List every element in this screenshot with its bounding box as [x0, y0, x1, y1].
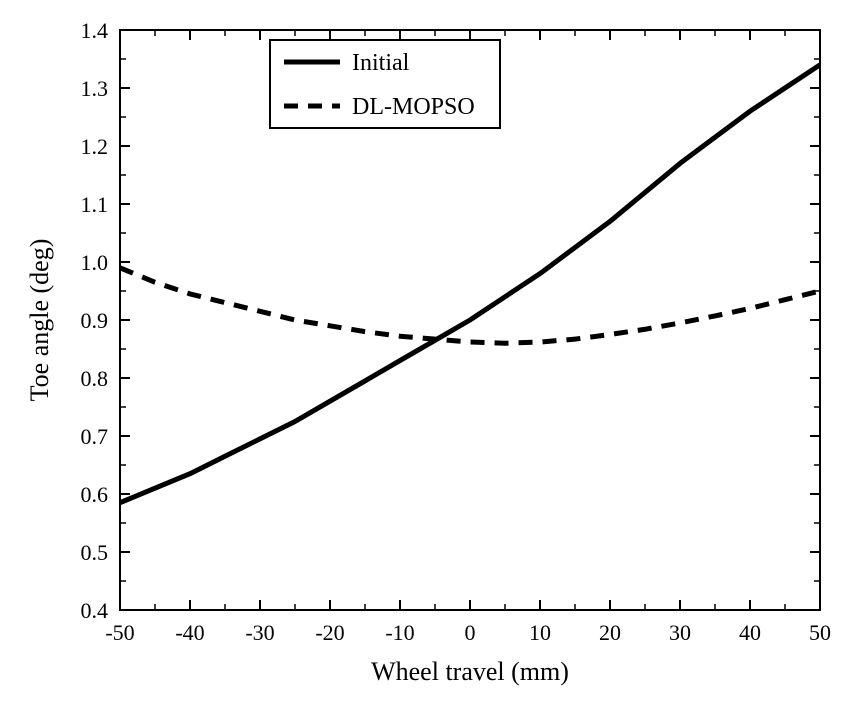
x-tick-label: 50 — [809, 620, 831, 645]
x-tick-label: 20 — [599, 620, 621, 645]
y-tick-label: 0.4 — [81, 598, 109, 623]
x-tick-label: -30 — [245, 620, 274, 645]
chart-svg: -50 -40 -30 -20 -10 0 10 20 30 40 50 Wheel travel (… — [0, 0, 864, 722]
chart-container: -50 -40 -30 -20 -10 0 10 20 30 40 50 Wheel travel (… — [0, 0, 864, 722]
y-tick-label: 0.7 — [81, 424, 109, 449]
x-tick-label: 30 — [669, 620, 691, 645]
y-axis-label: Toe angle (deg) — [25, 239, 54, 402]
x-axis-label: Wheel travel (mm) — [371, 657, 569, 686]
y-tick-label: 1.3 — [81, 76, 109, 101]
x-tick-label: -50 — [105, 620, 134, 645]
x-tick-label: 40 — [739, 620, 761, 645]
legend-label: Initial — [352, 50, 410, 76]
x-tick-label: -20 — [315, 620, 344, 645]
legend-label: DL-MOPSO — [352, 94, 475, 120]
y-tick-label: 0.8 — [81, 366, 109, 391]
x-tick-label: -10 — [385, 620, 414, 645]
y-tick-label: 0.9 — [81, 308, 109, 333]
y-tick-label: 0.6 — [81, 482, 109, 507]
y-tick-label: 0.5 — [81, 540, 109, 565]
y-tick-label: 1.1 — [81, 192, 109, 217]
x-tick-label: 10 — [529, 620, 551, 645]
y-tick-label: 1.0 — [81, 250, 109, 275]
x-tick-label: 0 — [465, 620, 476, 645]
legend: Initial DL-MOPSO — [270, 40, 500, 128]
x-tick-label: -40 — [175, 620, 204, 645]
y-tick-label: 1.4 — [81, 18, 109, 43]
y-tick-label: 1.2 — [81, 134, 109, 159]
